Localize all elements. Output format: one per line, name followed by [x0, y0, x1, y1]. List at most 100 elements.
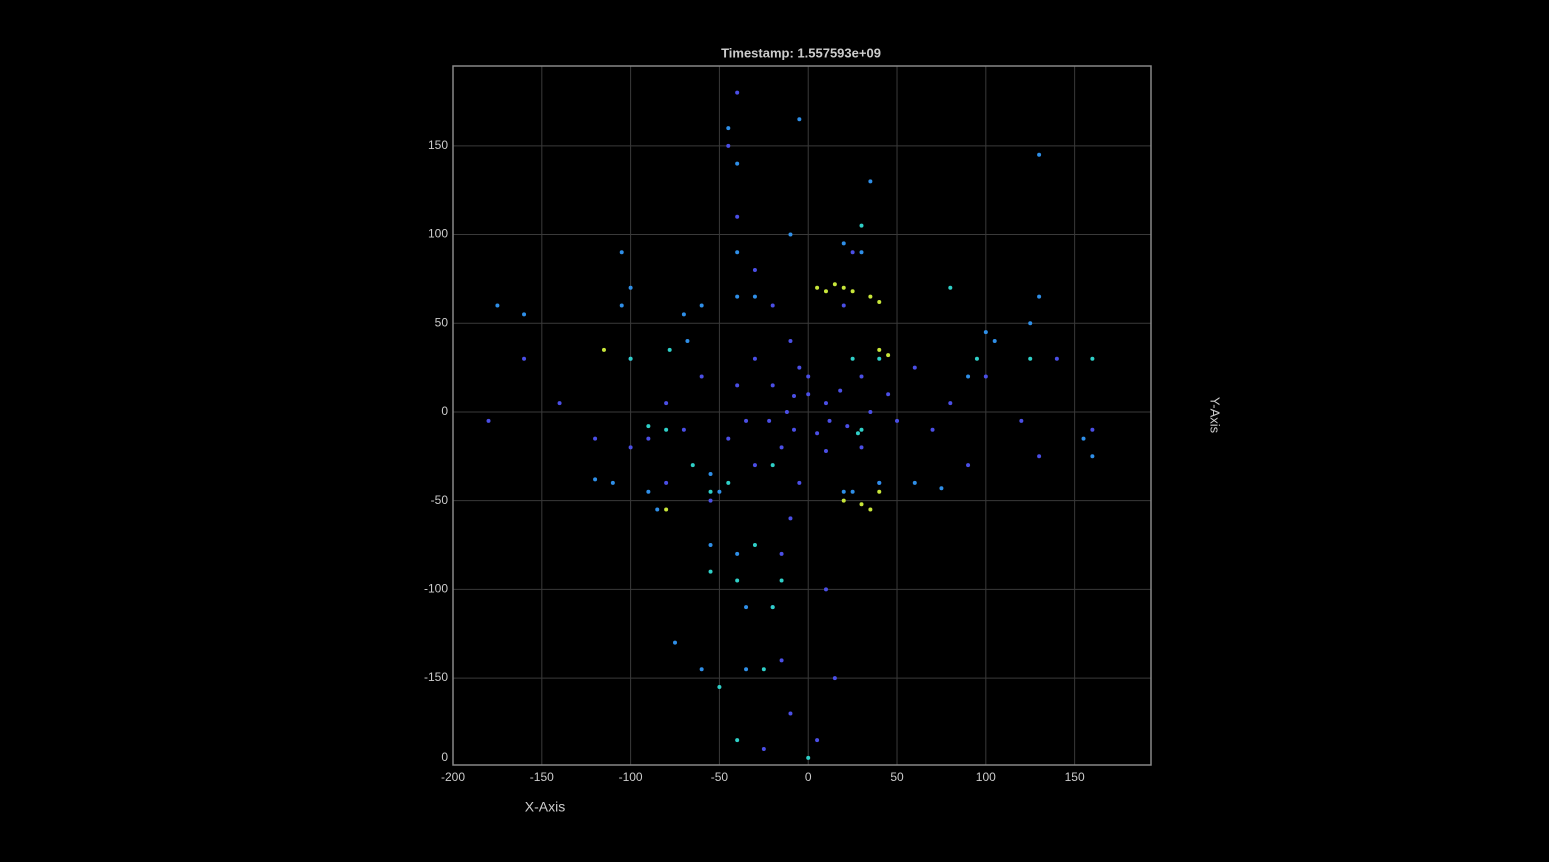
point — [667, 347, 672, 352]
point — [877, 347, 882, 352]
point — [664, 480, 669, 485]
point — [948, 401, 953, 406]
point — [845, 424, 850, 429]
point — [797, 365, 802, 370]
point — [735, 250, 740, 255]
point — [877, 480, 882, 485]
point — [522, 312, 527, 317]
point — [877, 489, 882, 494]
point — [966, 374, 971, 379]
y-tick-label: 150 — [428, 138, 448, 152]
point — [806, 374, 811, 379]
point — [788, 711, 793, 716]
point — [823, 448, 828, 453]
point — [699, 374, 704, 379]
point — [752, 294, 757, 299]
point — [735, 161, 740, 166]
point — [673, 640, 678, 645]
point — [827, 418, 832, 423]
point — [841, 241, 846, 246]
point — [646, 424, 651, 429]
point — [744, 418, 749, 423]
point — [1090, 454, 1095, 459]
y-tick-label: -150 — [424, 670, 448, 684]
point — [823, 401, 828, 406]
point — [1037, 454, 1042, 459]
x-tick-label: 150 — [1065, 770, 1085, 784]
point — [708, 489, 713, 494]
point — [832, 676, 837, 681]
point — [779, 578, 784, 583]
point — [664, 401, 669, 406]
point — [868, 179, 873, 184]
y-tick-label: 0 — [441, 404, 448, 418]
x-tick-label: -100 — [619, 770, 643, 784]
point — [841, 489, 846, 494]
point — [761, 667, 766, 672]
point — [806, 755, 811, 760]
point — [1019, 418, 1024, 423]
point — [610, 480, 615, 485]
point — [690, 463, 695, 468]
point — [628, 285, 633, 290]
point — [815, 285, 820, 290]
x-tick-label: -50 — [711, 770, 729, 784]
point — [948, 285, 953, 290]
point — [1081, 436, 1086, 441]
point — [1028, 321, 1033, 326]
point — [708, 498, 713, 503]
point — [841, 498, 846, 503]
point — [850, 250, 855, 255]
point — [868, 507, 873, 512]
point — [1090, 356, 1095, 361]
point — [832, 282, 837, 287]
point — [717, 489, 722, 494]
point — [823, 587, 828, 592]
point — [717, 684, 722, 689]
x-tick-label: 0 — [805, 770, 812, 784]
point — [522, 356, 527, 361]
point — [992, 338, 997, 343]
point — [664, 427, 669, 432]
y-axis-label: Y-Axis — [1208, 397, 1223, 434]
point — [770, 463, 775, 468]
point — [797, 480, 802, 485]
point — [823, 289, 828, 294]
x-tick-label: 50 — [890, 770, 904, 784]
point — [726, 143, 731, 148]
point — [966, 463, 971, 468]
point — [681, 427, 686, 432]
point — [859, 427, 864, 432]
point — [877, 356, 882, 361]
point — [735, 738, 740, 743]
point — [912, 480, 917, 485]
point — [726, 480, 731, 485]
point — [779, 551, 784, 556]
point — [708, 543, 713, 548]
point — [752, 463, 757, 468]
point — [735, 90, 740, 95]
y-tick-label: -100 — [424, 582, 448, 596]
x-tick-label: -200 — [441, 770, 465, 784]
point — [726, 436, 731, 441]
point — [681, 312, 686, 317]
point — [859, 374, 864, 379]
point — [699, 667, 704, 672]
x-tick-label: -150 — [530, 770, 554, 784]
point — [895, 418, 900, 423]
point — [983, 374, 988, 379]
y-tick-label: -50 — [431, 493, 449, 507]
point — [939, 486, 944, 491]
point — [788, 232, 793, 237]
point — [1090, 427, 1095, 432]
plot-frame — [452, 65, 1152, 766]
point — [593, 436, 598, 441]
point — [912, 365, 917, 370]
point — [983, 330, 988, 335]
point — [486, 418, 491, 423]
point — [770, 605, 775, 610]
point — [735, 578, 740, 583]
